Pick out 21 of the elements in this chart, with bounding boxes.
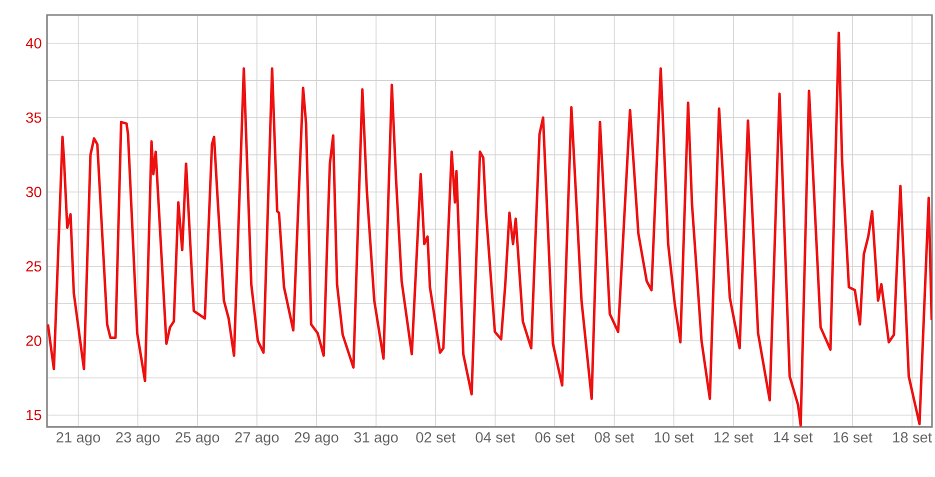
- y-tick-label: 25: [26, 261, 42, 272]
- x-tick-label: 25 ago: [176, 432, 220, 446]
- x-tick-label: 14 set: [774, 432, 813, 442]
- x-tick-label: 10 set: [654, 432, 694, 443]
- x-tick-label: 08 set: [594, 432, 634, 443]
- x-tick-label: 21 ago: [56, 432, 100, 446]
- x-tick-label: 02 set: [416, 432, 456, 443]
- y-tick-label: 30: [26, 186, 42, 198]
- y-tick-label: 15: [26, 410, 42, 420]
- x-tick-label: 16 set: [834, 432, 872, 443]
- y-tick-label: 35: [26, 112, 42, 123]
- x-tick-label: 23 ago: [116, 432, 160, 446]
- x-tick-label: 29 ago: [294, 432, 338, 446]
- x-tick-label: 12 set: [714, 432, 754, 443]
- y-tick-label: 40: [26, 38, 42, 48]
- x-tick-label: 04 set: [476, 432, 516, 443]
- x-tick-label: 06 set: [535, 432, 575, 443]
- x-tick-label: 18 set: [893, 432, 932, 443]
- y-tick-label: 20: [26, 336, 42, 346]
- x-tick-label: 31 ago: [354, 432, 398, 446]
- x-tick-label: 27 ago: [235, 432, 279, 446]
